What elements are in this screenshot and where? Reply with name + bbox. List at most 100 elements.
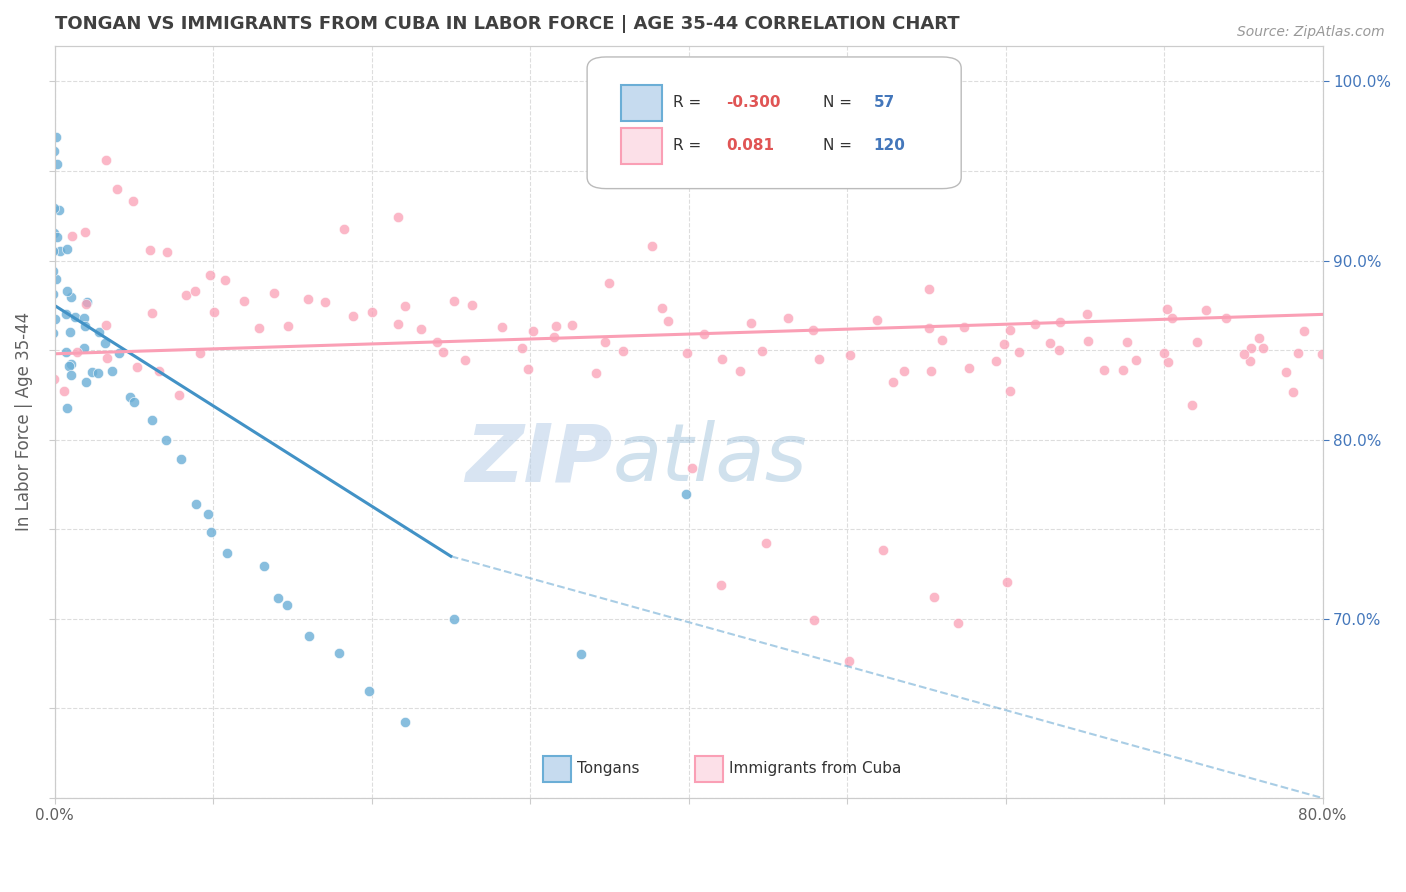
Point [1395, 581, 1406, 595]
Point [443, 293, 465, 308]
Point [75, 296, 97, 310]
Point [1319, 379, 1341, 393]
Point [1215, 310, 1237, 325]
Point [657, 314, 679, 328]
Point [125, 359, 148, 374]
Point [675, 487, 697, 501]
Point [93, 336, 115, 351]
Point [948, 616, 970, 631]
Point [139, 243, 162, 257]
Text: R =: R = [673, 138, 706, 153]
Point [995, 574, 1018, 589]
Point [612, 344, 634, 359]
Point [277, 318, 299, 333]
Point [543, 330, 565, 344]
Point [59, 368, 82, 383]
Point [681, 460, 703, 475]
Bar [695, 756, 723, 781]
Point [1007, 345, 1029, 359]
Point [1286, 346, 1309, 360]
Point [1249, 331, 1271, 345]
Point [105, 182, 128, 196]
Point [394, 715, 416, 730]
Text: R =: R = [673, 95, 706, 111]
Point [893, 364, 915, 378]
Point [188, 346, 211, 360]
Point [1049, 315, 1071, 329]
Point [247, 320, 270, 334]
Point [167, 388, 190, 402]
Point [141, 306, 163, 320]
Text: Source: ZipAtlas.com: Source: ZipAtlas.com [1237, 25, 1385, 39]
Point [56, 243, 79, 257]
Bar [543, 756, 571, 781]
Point [202, 304, 225, 318]
Point [394, 300, 416, 314]
Point [693, 327, 716, 342]
Point [1077, 334, 1099, 349]
Point [232, 293, 254, 308]
Point [48, 244, 70, 259]
Point [37, 305, 59, 319]
Point [1092, 363, 1115, 377]
Point [641, 239, 664, 253]
Point [342, 309, 364, 323]
Text: -0.300: -0.300 [727, 95, 782, 111]
Point [42, 326, 65, 340]
Point [1275, 365, 1298, 379]
Point [1039, 335, 1062, 350]
Point [73, 310, 96, 325]
Point [1251, 341, 1274, 355]
Point [148, 364, 170, 378]
Point [1024, 317, 1046, 331]
Point [155, 433, 177, 447]
Point [60, 228, 83, 243]
Point [491, 319, 513, 334]
Point [75, 225, 97, 239]
Point [59, 358, 82, 372]
Point [676, 345, 699, 359]
Point [333, 222, 356, 236]
Point [1239, 353, 1261, 368]
Point [87, 325, 110, 339]
Point [953, 319, 976, 334]
Text: Immigrants from Cuba: Immigrants from Cuba [730, 761, 901, 776]
Bar [621, 128, 662, 164]
Point [387, 317, 409, 331]
Point [96, 351, 118, 365]
Point [1181, 398, 1204, 412]
Point [918, 321, 941, 335]
Point [122, 194, 145, 209]
Point [546, 318, 568, 333]
Point [838, 654, 860, 668]
Point [141, 413, 163, 427]
Point [360, 304, 382, 318]
Point [711, 351, 734, 366]
Point [359, 684, 381, 698]
Point [595, 335, 617, 350]
Point [156, 244, 179, 259]
Point [931, 333, 953, 347]
Point [1233, 347, 1256, 361]
Point [56, 284, 79, 298]
Text: 120: 120 [873, 138, 905, 153]
Point [42, 144, 65, 158]
Point [1111, 363, 1133, 377]
Point [170, 452, 193, 467]
Point [124, 394, 146, 409]
Point [411, 322, 433, 336]
Point [94, 153, 117, 168]
Point [1350, 456, 1372, 470]
Point [1125, 353, 1147, 368]
Point [82, 365, 104, 379]
Text: Tongans: Tongans [576, 761, 640, 776]
Point [276, 599, 298, 613]
Point [740, 316, 762, 330]
Point [922, 590, 945, 604]
Point [1047, 343, 1070, 357]
Point [1161, 311, 1184, 326]
Point [75, 376, 97, 390]
Point [60, 290, 83, 304]
Point [1153, 346, 1175, 360]
Point [461, 298, 484, 312]
